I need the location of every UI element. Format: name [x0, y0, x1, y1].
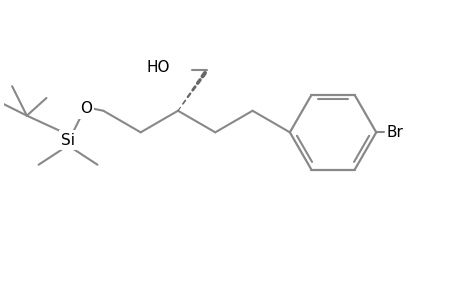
Text: Br: Br: [385, 125, 402, 140]
Text: HO: HO: [146, 60, 170, 75]
Text: Si: Si: [61, 133, 75, 148]
Text: O: O: [79, 101, 91, 116]
